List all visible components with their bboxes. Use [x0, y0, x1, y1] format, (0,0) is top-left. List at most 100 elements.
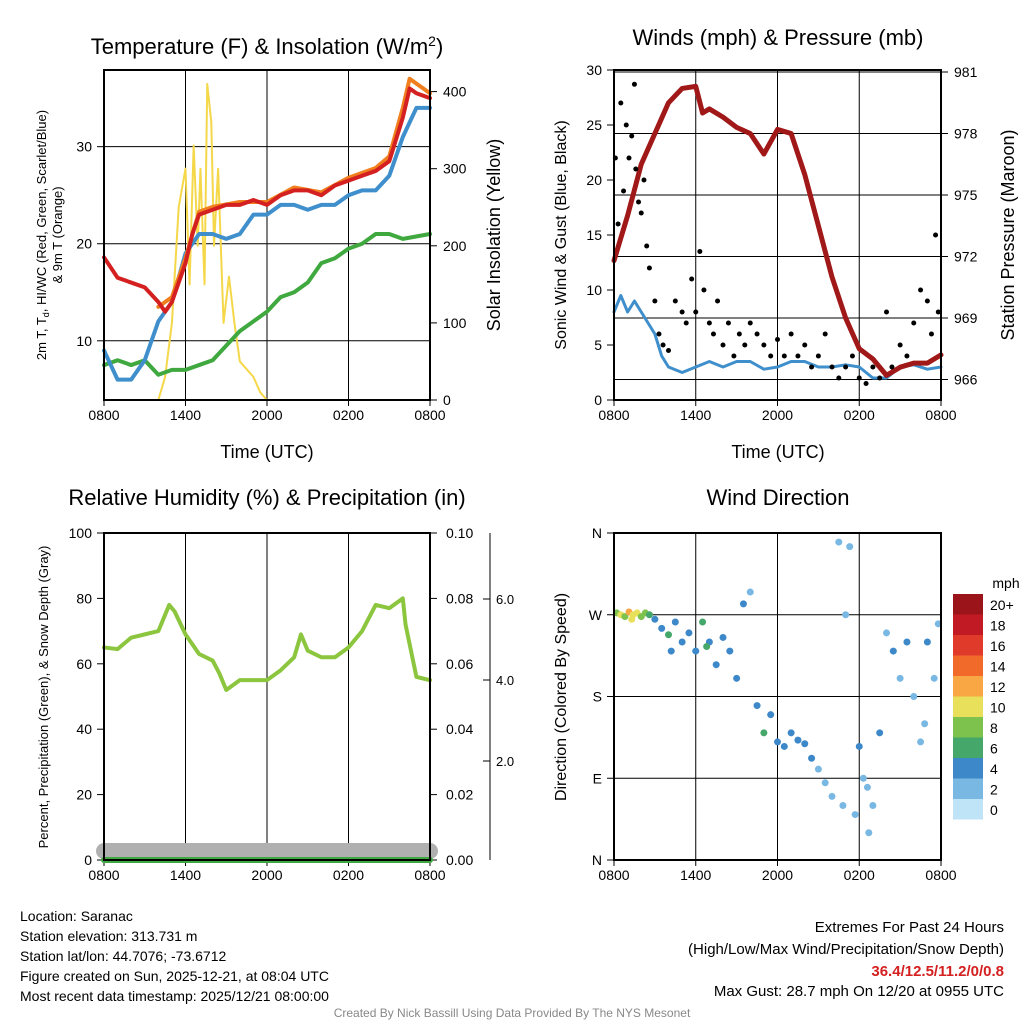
legend-label: 6 [990, 741, 998, 757]
gust-point [822, 331, 828, 337]
x-tick-label: 0200 [333, 407, 364, 423]
gust-point [652, 298, 658, 304]
direction-point [808, 754, 816, 762]
legend-swatch-0 [953, 799, 983, 820]
direction-point [863, 783, 871, 791]
direction-point [746, 588, 754, 596]
credit: Created By Nick Bassill Using Data Provi… [333, 1006, 691, 1020]
legend-swatch-16 [953, 635, 983, 656]
y-tick-label: 0 [594, 392, 602, 408]
x-tick-label: 0200 [844, 407, 875, 423]
y-right-tick-label: 0.06 [446, 656, 473, 672]
gust-point [815, 353, 821, 359]
direction-point [910, 693, 918, 700]
gust-point [660, 342, 666, 348]
y-right-axis-label: Solar Insolation (Yellow) [484, 139, 504, 331]
y-right-tick-label: 972 [954, 249, 978, 265]
gust-point [633, 166, 639, 172]
gust-point [679, 309, 685, 315]
x-tick-label: 1400 [680, 867, 711, 883]
gust-point [697, 249, 703, 254]
gust-point [672, 298, 678, 304]
direction-point [733, 674, 741, 682]
gust-point [715, 298, 721, 304]
extremes-panel: Extremes For Past 24 Hours (High/Low/Max… [688, 917, 1004, 1001]
direction-point [896, 674, 904, 682]
direction-point [787, 729, 795, 737]
gust-point [629, 133, 635, 139]
plot-border [103, 532, 431, 861]
series-relative-humidity [102, 596, 432, 692]
y-right-tick-label: 981 [954, 64, 978, 80]
gust-point [897, 342, 903, 348]
gust-point [928, 331, 934, 337]
gust-point [641, 177, 647, 183]
gust-point [918, 287, 924, 293]
series-solar-insolation [103, 82, 431, 401]
x-tick-label: 0800 [598, 867, 629, 883]
chart-title: Relative Humidity (%) & Precipitation (i… [68, 485, 465, 510]
y-right-tick-label: 200 [443, 238, 467, 254]
gust-point [656, 331, 662, 337]
legend-label: 14 [990, 659, 1006, 675]
direction-point [719, 633, 727, 641]
direction-point [855, 742, 863, 750]
station-latlon: Station lat/lon: 44.7076; -73.6712 [20, 948, 227, 964]
extremes-subtitle: (High/Low/Max Wind/Precipitation/Snow De… [688, 941, 1004, 958]
legend-title: mph [992, 575, 1019, 591]
y-tick-label: 40 [76, 721, 92, 737]
gust-point [795, 353, 801, 359]
legend-swatch-14 [953, 655, 983, 676]
legend-label: 10 [990, 700, 1006, 716]
gust-point [933, 232, 939, 238]
y-right-tick-label: 975 [954, 187, 978, 203]
direction-point [699, 618, 707, 626]
x-tick-label: 0800 [925, 407, 956, 423]
gust-point [706, 320, 712, 326]
direction-point [780, 742, 788, 750]
y-tick-label: S [593, 689, 602, 705]
direction-point [774, 738, 781, 746]
gust-point [884, 309, 889, 315]
legend-label: 4 [990, 761, 998, 777]
legend-label: 16 [990, 638, 1006, 654]
gust-point [911, 320, 917, 326]
y-tick-label: W [589, 607, 603, 623]
chart-title: Winds (mph) & Pressure (mb) [633, 25, 924, 50]
y-tick-label: 0 [84, 852, 92, 868]
direction-point [739, 600, 747, 608]
direction-point [865, 829, 873, 837]
gust-point [725, 320, 731, 326]
gust-point [843, 364, 849, 370]
direction-point [835, 538, 843, 546]
gust-point [731, 353, 737, 359]
legend-swatch-12 [953, 676, 983, 697]
y-right-tick-label: 0.04 [446, 721, 473, 737]
direction-point [917, 738, 925, 746]
y-tick-label: 5 [594, 337, 602, 353]
chart-title: Wind Direction [706, 485, 849, 510]
direction-point [921, 720, 929, 728]
x-tick-label: 0200 [844, 867, 875, 883]
direction-point [930, 674, 938, 682]
y-tick-label: N [592, 852, 602, 868]
gust-point [644, 243, 650, 249]
direction-point [851, 811, 859, 819]
direction-point [876, 729, 884, 737]
gust-point [631, 81, 637, 87]
x-tick-label: 1400 [170, 407, 201, 423]
gust-point [809, 364, 815, 370]
gust-point [683, 320, 689, 326]
series-dewpoint [102, 232, 432, 377]
y-right-tick-label: 400 [443, 84, 467, 100]
y-right-tick-label: 100 [443, 315, 467, 331]
legend-swatch-20+ [953, 594, 983, 615]
gust-point [615, 221, 621, 227]
snow-tick-label: 2.0 [496, 754, 514, 769]
x-tick-label: 1400 [680, 407, 711, 423]
direction-point [794, 736, 802, 744]
gust-point [618, 100, 624, 106]
series-wind-chill [102, 105, 432, 382]
gust-point [856, 375, 862, 381]
y-right-tick-label: 966 [954, 372, 978, 388]
